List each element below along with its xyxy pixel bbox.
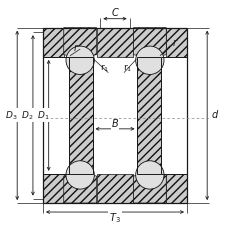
Polygon shape [96,28,133,57]
Text: r: r [172,38,176,48]
Polygon shape [166,28,186,57]
Polygon shape [96,174,133,203]
Text: D$_2$: D$_2$ [21,109,33,122]
Text: D$_3$: D$_3$ [5,109,17,122]
Polygon shape [133,28,166,58]
Polygon shape [43,28,63,57]
Polygon shape [63,28,96,58]
Polygon shape [69,57,92,174]
Polygon shape [166,174,186,203]
Text: r$_1$: r$_1$ [122,62,131,74]
Polygon shape [137,57,160,174]
Circle shape [66,161,94,189]
Polygon shape [43,174,63,203]
Text: C: C [111,8,118,18]
Circle shape [135,161,163,189]
Text: D$_1$: D$_1$ [37,109,49,122]
Text: T$_3$: T$_3$ [109,211,120,225]
Text: r: r [73,43,77,53]
Polygon shape [133,173,166,203]
Text: B: B [111,119,118,129]
Polygon shape [63,173,96,203]
Circle shape [66,46,94,74]
Circle shape [135,46,163,74]
Text: d: d [210,110,217,120]
Text: r$_1$: r$_1$ [100,62,109,74]
